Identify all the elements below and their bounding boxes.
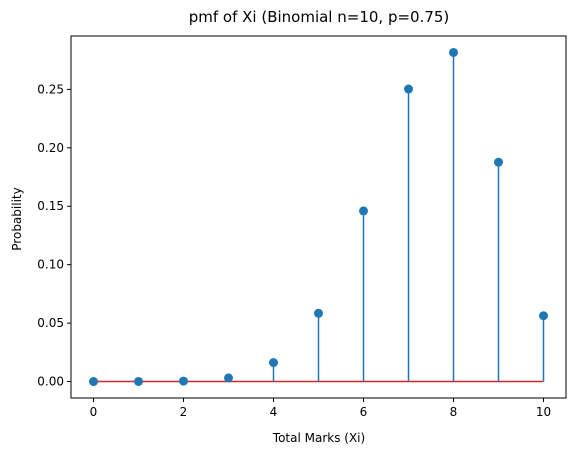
x-tick-label: 0 [90,405,98,419]
y-tick-label: 0.15 [37,199,64,213]
stems-group [92,52,545,382]
plot-frame [70,35,567,399]
markers-group [89,47,548,387]
y-tick-label: 0.20 [37,141,64,155]
stem-marker [359,206,368,216]
stem-marker [89,377,98,387]
stem-marker [269,358,278,368]
x-tick-label: 10 [536,405,551,419]
stem-marker [314,308,323,318]
y-tick-label: 0.05 [37,316,64,330]
stem-marker [179,376,188,386]
x-tick-label: 4 [270,405,278,419]
y-axis-label: Probability [10,187,24,250]
x-tick-label: 2 [180,405,188,419]
axis-ticks: 0 2 4 6 8 10 0.00 0.05 0.10 0.15 0.20 0.25 [37,82,551,419]
stem-marker [449,47,458,57]
stem-marker [224,373,233,383]
stem-marker [494,157,503,167]
stem-marker [539,311,548,321]
y-tick-label: 0.25 [37,82,64,96]
stem-marker [134,376,143,386]
x-tick-label: 8 [450,405,458,419]
chart-title: pmf of Xi (Binomial n=10, p=0.75) [189,8,450,26]
stem-marker [404,84,413,94]
x-tick-label: 6 [360,405,368,419]
y-tick-label: 0.10 [37,258,64,272]
y-tick-label: 0.00 [37,375,64,389]
x-axis-label: Total Marks (Xi) [272,431,365,445]
